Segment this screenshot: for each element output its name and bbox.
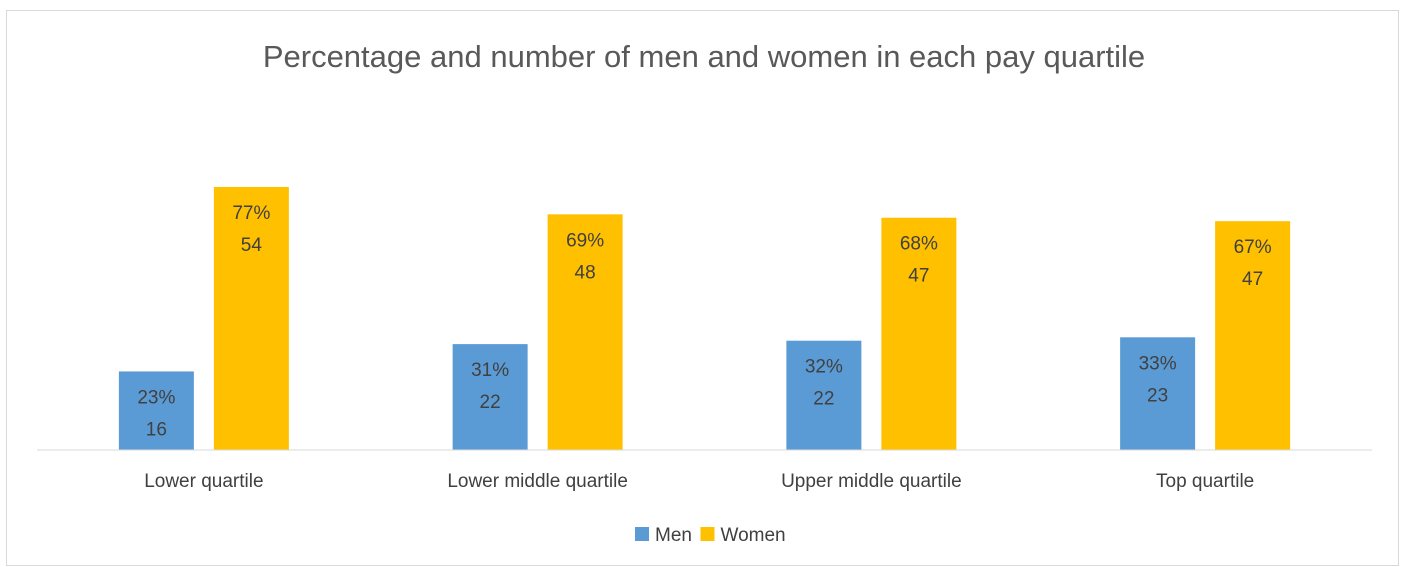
bar-women-2 [881, 217, 957, 450]
data-label-women-count-3: 47 [1242, 269, 1263, 290]
category-label-0: Lower quartile [144, 471, 263, 492]
data-label-women-count-0: 54 [241, 235, 263, 256]
legend-label-women: Women [721, 525, 786, 546]
data-label-men-count-3: 23 [1147, 385, 1168, 406]
data-label-women-percent-0: 77% [232, 203, 270, 224]
data-label-men-percent-1: 31% [471, 360, 509, 381]
category-label-1: Lower middle quartile [447, 471, 628, 492]
bar-men-2 [786, 340, 862, 450]
data-label-men-count-1: 22 [480, 392, 501, 413]
category-label-3: Top quartile [1156, 471, 1254, 492]
data-label-men-count-2: 22 [813, 389, 834, 410]
data-label-men-percent-3: 33% [1139, 353, 1177, 374]
data-label-women-count-1: 48 [575, 262, 596, 283]
bar-men-3 [1120, 337, 1196, 450]
legend-label-men: Men [655, 525, 692, 546]
data-label-men-count-0: 16 [146, 419, 167, 440]
bar-women-3 [1215, 221, 1291, 450]
legend: Men Women [635, 525, 786, 546]
bar-women-0 [213, 187, 289, 450]
category-label-2: Upper middle quartile [781, 471, 962, 492]
data-label-men-percent-2: 32% [805, 357, 843, 378]
chart-title: Percentage and number of men and women i… [263, 39, 1145, 74]
legend-swatch-women [700, 527, 715, 541]
bars-group: 23% 16 77% 54 31% 22 69% 48 32% 22 68% 47 33% 23 67% 47 [118, 187, 1291, 450]
data-label-women-percent-2: 68% [900, 234, 938, 255]
data-label-women-count-2: 47 [908, 266, 929, 287]
bar-men-1 [452, 344, 528, 450]
legend-swatch-men [635, 527, 649, 541]
bar-men-0 [118, 371, 194, 450]
data-label-women-percent-3: 67% [1234, 237, 1272, 258]
data-label-women-percent-1: 69% [566, 230, 604, 251]
category-labels: Lower quartile Lower middle quartile Upper… [144, 471, 1254, 492]
data-label-men-percent-0: 23% [137, 387, 175, 408]
bar-women-1 [547, 214, 623, 450]
